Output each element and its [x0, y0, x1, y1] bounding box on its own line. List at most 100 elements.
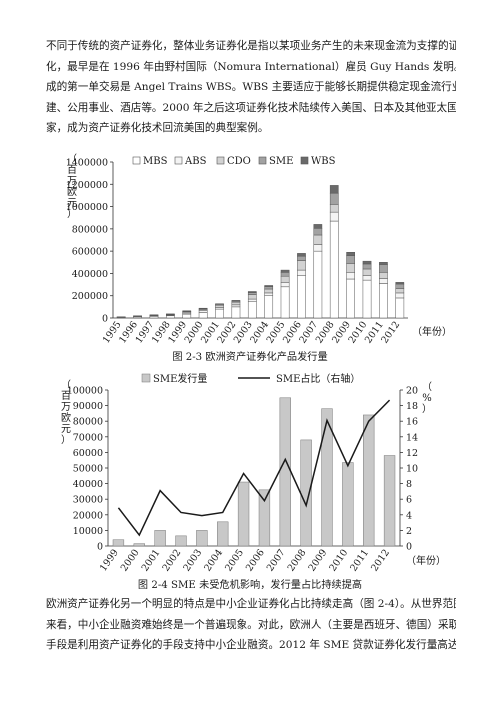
bar-segment-wbs	[313, 224, 323, 229]
bar-segment-sme	[313, 228, 323, 236]
sme-paragraph: 欧洲资产证券化另一个明显的特点是中小企业证券化占比持续走高（图 2-4）。从世界…	[46, 594, 456, 656]
y2-tick-label: 14	[406, 432, 418, 443]
bar-segment-abs	[215, 307, 224, 310]
y-tick-label: 100000	[67, 386, 103, 397]
sme-volume-bar	[175, 535, 187, 547]
y-tick-label: 800000	[72, 224, 108, 235]
text-line: 化，最早是在 1996 年由野村国际（Nomura International）…	[46, 60, 456, 73]
y-tick-label: 70000	[73, 432, 103, 443]
bar-segment-mbs	[231, 306, 241, 319]
y2-tick-label: 16	[406, 417, 418, 428]
bar-segment-sme	[297, 255, 306, 261]
y-tick-label: 30000	[73, 495, 103, 506]
bar-segment-cdo	[297, 260, 306, 271]
sme-volume-bar	[321, 408, 333, 547]
legend-swatch	[300, 156, 309, 165]
bar-segment-sme	[395, 283, 405, 289]
bar-segment-mbs	[297, 275, 306, 319]
x-tick-label: 2012	[379, 319, 402, 345]
y2-tick-label: 6	[406, 495, 412, 506]
bar-segment-wbs	[362, 260, 372, 265]
bar-segment-mbs	[182, 313, 192, 319]
bar-segment-abs	[395, 292, 405, 299]
x-tick-label: 2000	[119, 547, 142, 573]
figure-2-3-chart: 0 200000 400000 600000 800000 1000000 1200000 1…	[66, 153, 452, 345]
bar-segment-sme	[280, 272, 290, 277]
sme-volume-bar	[154, 530, 166, 547]
y-tick-label: 60000	[73, 448, 103, 459]
bar-segment-abs	[280, 282, 290, 288]
figure-2-4-chart: 0100002000030000400005000060000700008000…	[61, 372, 446, 574]
y-tick-label: 80000	[73, 417, 103, 428]
bar-segment-mbs	[247, 301, 257, 319]
bar-segment-wbs	[346, 252, 355, 256]
text-line: 欧洲资产证券化另一个明显的特点是中小企业证券化占比持续走高（图 2-4）。从世界…	[46, 598, 456, 610]
bar-segment-mbs	[280, 286, 290, 319]
bar-segment-abs	[362, 275, 372, 281]
sme-share-line	[117, 399, 391, 537]
bar-segment-cdo	[215, 304, 224, 308]
bar-segment-mbs	[379, 283, 388, 319]
legend-label: WBS	[311, 156, 336, 167]
bar-segment-wbs	[280, 269, 290, 273]
y-tick-label: 40000	[73, 479, 103, 490]
bar-segment-wbs	[297, 253, 306, 257]
sme-volume-bar	[237, 481, 250, 547]
legend-swatch	[141, 373, 151, 383]
bar-segment-mbs	[346, 278, 355, 319]
bar-segment-cdo	[231, 301, 241, 306]
x-tick-label: 2002	[161, 547, 184, 573]
legend-label: SME	[269, 156, 293, 167]
x-tick-label: 2011	[348, 547, 371, 573]
sme-volume-bar	[112, 539, 125, 547]
legend-swatch	[216, 156, 225, 165]
text-line: 成的第一单交易是 Angel Trains WBS。WBS 主要适应于能够长期提…	[46, 81, 456, 93]
y-tick-label: 20000	[73, 510, 103, 521]
y2-tick-label: 12	[406, 448, 418, 459]
bar-segment-mbs	[395, 297, 405, 319]
x-tick-label: 2005	[223, 547, 246, 573]
bar-segment-abs	[198, 310, 208, 313]
sme-volume-bar	[279, 397, 291, 547]
bar-segment-abs	[231, 304, 241, 308]
bar-segment-mbs	[198, 312, 208, 319]
x-tick-label: 2001	[140, 547, 163, 573]
x-tick-label: 2008	[286, 547, 309, 573]
bar-segment-cdo	[329, 204, 339, 213]
y2-tick-label: 4	[406, 510, 412, 521]
bar-segment-abs	[247, 298, 257, 302]
bar-segment-cdo	[264, 288, 274, 294]
y2-tick-label: 0	[406, 542, 412, 553]
bar-segment-sme	[247, 292, 257, 295]
y-tick-label: 1200000	[66, 180, 108, 191]
legend-label: ABS	[184, 156, 207, 167]
bar-segment-cdo	[247, 294, 257, 300]
legend-label: CDO	[227, 156, 251, 167]
x-axis-title: （年份）	[406, 554, 446, 567]
bar-segment-mbs	[313, 250, 323, 319]
bar-segment-mbs	[166, 315, 175, 319]
y2-tick-label: 2	[406, 526, 412, 537]
y-axis-title: （百万欧元）	[67, 153, 77, 220]
intro-paragraph: 不同于传统的资产证券化，整体业务证券化是指以某项业务产生的未来现金流为支撑的证券…	[46, 36, 456, 139]
bar-segment-abs	[346, 272, 355, 280]
sme-volume-bar	[342, 462, 354, 547]
y-tick-label: 0	[102, 314, 108, 325]
bar-segment-wbs	[395, 282, 405, 285]
y2-tick-label: 20	[406, 386, 418, 397]
sme-volume-bar	[383, 455, 396, 547]
x-tick-label: 2010	[327, 547, 350, 573]
x-tick-label: 2004	[202, 547, 225, 573]
bar-segment-wbs	[215, 303, 224, 305]
x-tick-label: 2007	[265, 547, 288, 573]
y-tick-label: 10000	[73, 526, 103, 537]
bar-segment-abs	[264, 292, 274, 296]
y-tick-label: 1000000	[66, 202, 108, 213]
bar-segment-wbs	[379, 262, 388, 265]
x-tick-label: 2003	[181, 547, 204, 573]
bar-segment-mbs	[329, 220, 339, 319]
sme-volume-bar	[217, 521, 229, 547]
text-line: 手段是利用资产证券化的手段支持中小企业融资。2012 年 SME 贷款证券化发行…	[46, 639, 456, 651]
text-line: 家，成为资产证券化技术回流美国的典型案例。	[46, 122, 269, 134]
bar-segment-mbs	[149, 316, 159, 319]
